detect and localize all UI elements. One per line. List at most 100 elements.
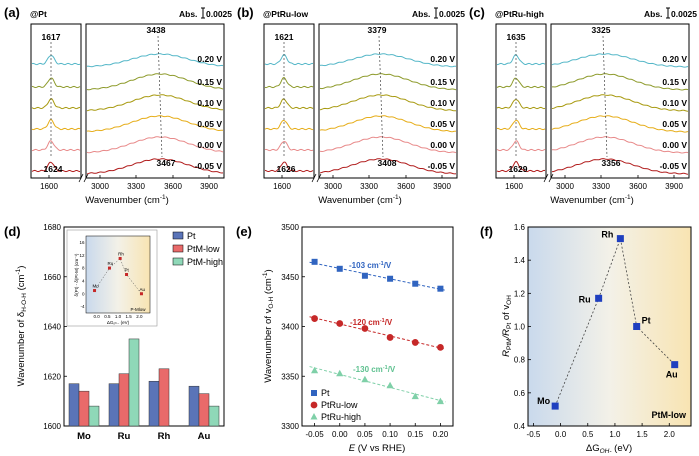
e-y-ticks: 3300 3350 3400 3450 3500 <box>281 223 305 431</box>
peak-label-high-bottom: 3408 <box>378 158 397 168</box>
spectrum-left-5 <box>496 160 546 173</box>
inset-point-mo <box>93 289 97 293</box>
bar-ptm-low-ru <box>118 373 130 427</box>
peak-label-low-bottom: 1626 <box>277 164 296 174</box>
spectrum-right-3 <box>86 115 224 133</box>
x-tick-label: -0.5 <box>527 430 541 439</box>
panel-label-f: (f) <box>480 224 493 239</box>
y-tick-label: 3400 <box>281 323 299 332</box>
potential-label: 0.15 V <box>662 77 687 87</box>
inset-point-label: Mo <box>93 284 100 289</box>
potential-label: 0.00 V <box>430 140 455 150</box>
x-label-text: Wavenumber (cm <box>318 195 393 206</box>
x-label-text: Wavenumber (cm <box>550 195 625 206</box>
potential-label: 0.10 V <box>430 98 455 108</box>
spectrum-right-0 <box>551 53 689 68</box>
spectrum-right-4 <box>552 136 689 154</box>
spectrum-right-4 <box>86 136 224 154</box>
spectrum-right-5 <box>86 158 224 175</box>
point-ptru-low <box>336 320 344 327</box>
legend-e-ptru-low-label: PtRu-low <box>321 400 358 410</box>
potential-label: 0.10 V <box>662 98 687 108</box>
fit-line-0 <box>309 261 446 291</box>
inset-y-tick-label: 8 <box>82 266 85 271</box>
spectrum-left-1 <box>31 77 81 89</box>
inset-tag: P-Mlow <box>130 307 146 312</box>
legend-e-pt-marker <box>311 390 317 396</box>
scale-value: 0.0025 <box>206 9 232 19</box>
x-tick-label: 3300 <box>360 182 378 191</box>
ir-panel-3: (c) @PtRu-high Abs. 0.0025 0.20 V 0.15 V 0.10 … <box>469 5 697 206</box>
f-x-ticks: -0.5 0.0 0.5 1.0 1.5 2.0 <box>527 423 675 439</box>
ir-right-frame <box>550 23 690 179</box>
x-tick-label: 0.00 <box>332 430 348 439</box>
spectrum-left-3 <box>496 119 546 131</box>
x-tick-label: 3600 <box>629 182 647 191</box>
inset-trend-line <box>94 258 142 294</box>
legend-d-pt-label: Pt <box>187 231 196 241</box>
ir-panel-label: (b) <box>237 5 254 20</box>
peak-label-low-top: 1635 <box>507 32 526 42</box>
spectrum-right-1 <box>86 73 224 91</box>
x-tick-label: 3600 <box>164 182 182 191</box>
e-legend: Pt PtRu-low PtRu-high <box>310 388 361 422</box>
inset-point-label: Pt <box>125 268 130 273</box>
axis-break-mark <box>83 173 89 183</box>
x-label-text: Wavenumber (cm <box>85 195 160 206</box>
potential-label: 0.05 V <box>662 119 687 129</box>
bar-ptm-high-mo <box>88 405 100 427</box>
inset-x-tick-label: 1.0 <box>115 314 122 319</box>
y-tick-label: 3500 <box>281 223 299 232</box>
axis-break-mark <box>548 173 554 183</box>
point-pt <box>361 272 368 279</box>
x-tick-label: 0.20 <box>433 430 449 439</box>
legend-e-ptru-high-label: PtRu-high <box>321 412 361 422</box>
point-pt <box>387 275 394 282</box>
legend-d-ptm-low-label: PtM-low <box>187 244 220 254</box>
spectrum-right-3 <box>551 115 689 133</box>
x-tick-label: 1.5 <box>637 430 649 439</box>
potential-label: 0.00 V <box>662 140 687 150</box>
potential-label: 0.00 V <box>197 140 222 150</box>
spectrum-left-5 <box>264 161 314 173</box>
potential-label: -0.05 V <box>660 161 688 171</box>
y-tick-label: 3450 <box>281 273 299 282</box>
peak-label-high-bottom: 3356 <box>602 158 621 168</box>
x-label-end: ) <box>399 195 402 206</box>
point-ptru-high <box>310 366 319 374</box>
potential-label: 0.15 V <box>197 77 222 87</box>
f-point-rh <box>616 235 624 243</box>
panel-label-d: (d) <box>4 224 21 239</box>
inset-point-label: Rh <box>118 251 124 256</box>
x-category-label: Au <box>198 431 211 442</box>
f-y-axis-label: RPtM/RPt of vOH <box>501 295 513 357</box>
ir-x-axis-label: Wavenumber (cm-1) <box>550 194 634 206</box>
slope-label-ptru-low: -120 cm-1/V <box>350 318 393 327</box>
ir-x-axis-label: Wavenumber (cm-1) <box>318 194 402 206</box>
inset-y-tick-label: -4 <box>80 304 84 309</box>
inset-x-tick-label: 0.5 <box>104 314 111 319</box>
bar-pt-mo <box>68 383 80 427</box>
e-x-ticks: -0.05 0.00 0.05 0.10 0.15 0.20 <box>305 423 449 439</box>
x-tick-label: 1600 <box>40 182 58 191</box>
panel-f-scatter: (f) Mo Ru Rh Pt Au 0.4 0.6 0.8 1.0 1.2 1.4 1.6 -0.… <box>480 223 692 455</box>
ir-spectra-panels: (a) @Pt Abs. 0.0025 0.20 V 0.15 V 0.10 V 0.05 V… <box>4 5 697 206</box>
d-y-ticks: 1600 1620 1640 1660 1680 <box>43 223 67 431</box>
inset-x-tick-label: 2.0 <box>136 314 143 319</box>
peak-label-high-top: 3379 <box>368 25 387 35</box>
potential-label: 0.10 V <box>197 98 222 108</box>
peak-label-high-top: 3325 <box>592 25 611 35</box>
inset-x-label: ΔGₒₕ₋ (eV) <box>107 320 130 325</box>
f-trend-line <box>554 237 675 407</box>
spectrum-right-2 <box>551 94 689 112</box>
potential-label: 0.20 V <box>197 54 222 64</box>
inset-y-tick-label: 0 <box>82 291 85 296</box>
x-category-label: Ru <box>118 431 131 442</box>
spectrum-left-0 <box>496 54 546 66</box>
spectrum-right-1 <box>552 73 689 91</box>
x-tick-label: 3000 <box>91 182 109 191</box>
legend-d-ptm-high-label: PtM-high <box>187 257 223 267</box>
f-y-ticks: 0.4 0.6 0.8 1.0 1.2 1.4 1.6 <box>514 223 531 431</box>
inset-content: Mo Ru Rh Pt Au 0.0 0.5 1.0 1.5 2.0 -4 0 4 8 12 16 <box>79 240 145 319</box>
spectrum-left-3 <box>264 120 314 131</box>
